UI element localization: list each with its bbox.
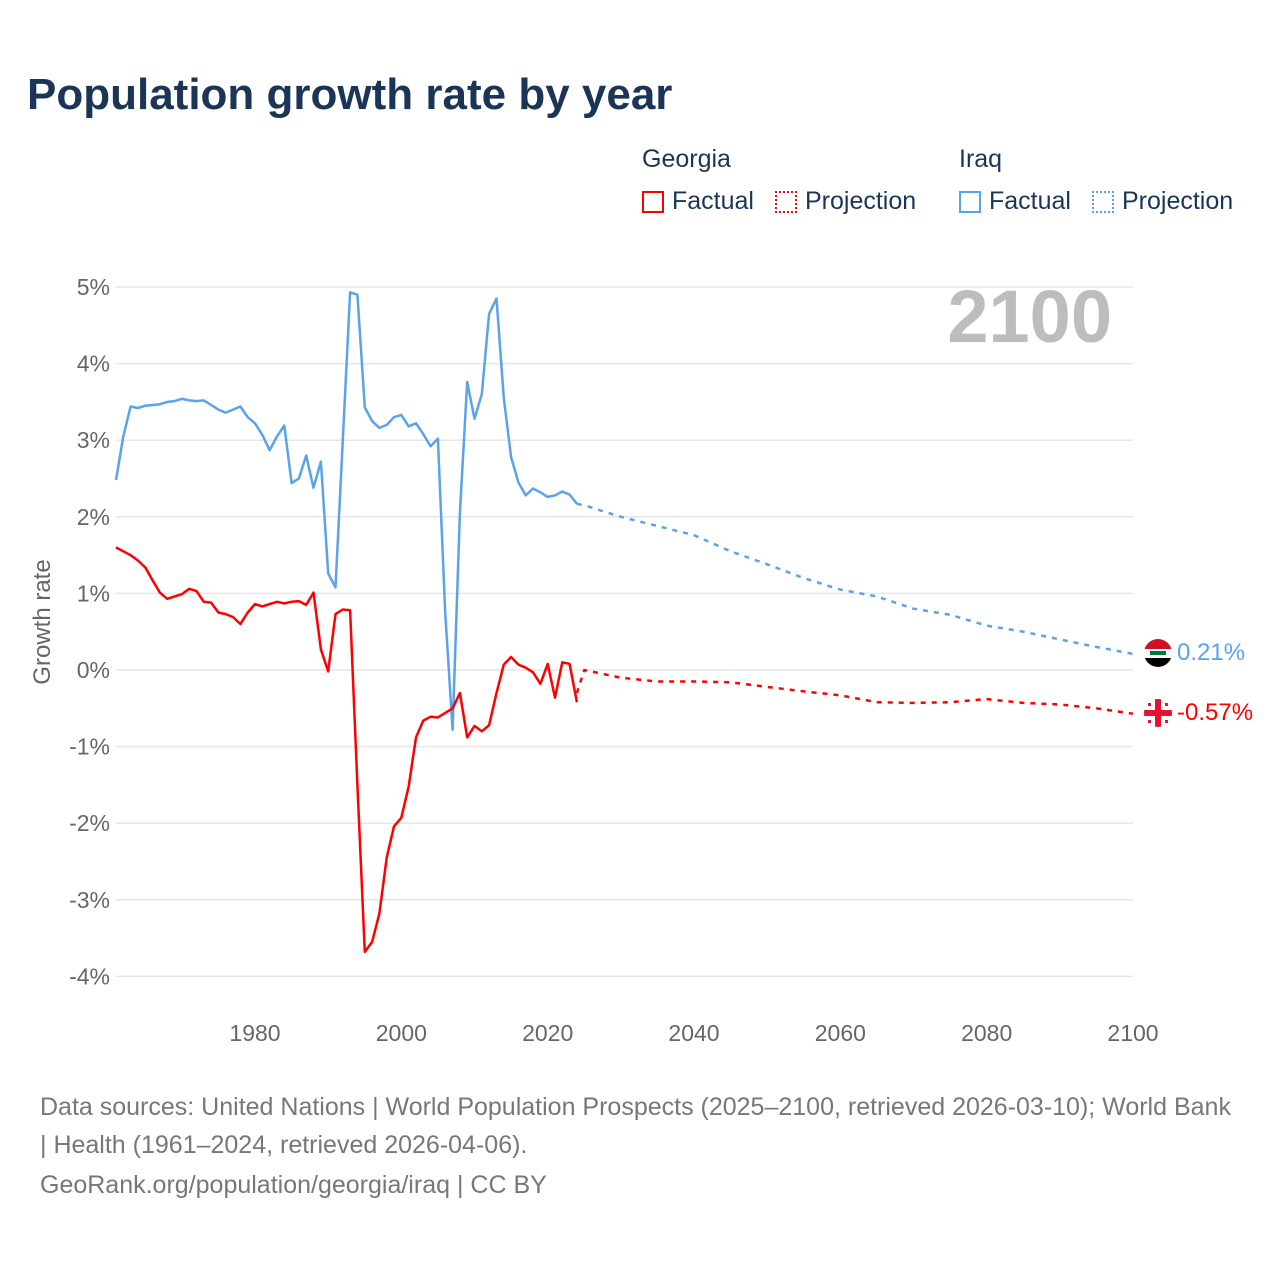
legend-item-iraq-factual[interactable]: Factual: [959, 187, 1071, 216]
y-tick-label: -1%: [69, 734, 110, 760]
chart-title: Population growth rate by year: [27, 70, 673, 119]
credit-link[interactable]: GeoRank.org/population/georgia/iraq | CC…: [40, 1171, 547, 1199]
x-tick-label: 2040: [668, 1020, 719, 1046]
solid-swatch-icon: [959, 190, 981, 213]
legend-label: Factual: [989, 187, 1071, 215]
y-tick-label: 2%: [77, 504, 110, 530]
iraq-end-label: 0.21%: [1177, 639, 1245, 666]
x-tick-label: 2100: [1107, 1020, 1158, 1046]
y-tick-label: -3%: [69, 887, 110, 913]
y-tick-label: 0%: [77, 657, 110, 683]
x-tick-label: 2060: [815, 1020, 866, 1046]
dotted-swatch-icon: [1092, 190, 1114, 213]
y-tick-label: -4%: [69, 963, 110, 989]
y-tick-label: -2%: [69, 810, 110, 836]
y-tick-label: 5%: [77, 274, 110, 300]
legend-label: Factual: [672, 187, 754, 215]
georgia-flag-icon: [1144, 699, 1172, 727]
series-line-iraq-projection: [576, 502, 1134, 656]
series-line-georgia-factual: [115, 546, 579, 954]
footer: Data sources: United Nations | World Pop…: [40, 1088, 1240, 1204]
legend-item-georgia-projection[interactable]: Projection: [775, 187, 916, 216]
x-tick-label: 1980: [229, 1020, 280, 1046]
legend-group-name: Georgia: [642, 145, 731, 173]
legend-item-georgia-factual[interactable]: Factual: [642, 187, 754, 216]
series-line-georgia-projection: [575, 668, 1134, 715]
dotted-swatch-icon: [775, 190, 797, 213]
x-tick-label: 2020: [522, 1020, 573, 1046]
solid-swatch-icon: [642, 190, 664, 213]
legend-group-name: Iraq: [959, 145, 1003, 173]
y-axis-label: Growth rate: [29, 559, 56, 684]
x-tick-label: 2000: [376, 1020, 427, 1046]
series-line-iraq-factual: [114, 291, 578, 731]
iraq-flag-icon: [1144, 639, 1172, 667]
legend-item-iraq-projection[interactable]: Projection: [1092, 187, 1233, 216]
y-tick-label: 1%: [77, 580, 110, 606]
y-tick-label: 3%: [77, 427, 110, 453]
y-tick-label: 4%: [77, 351, 110, 377]
georgia-end-label: -0.57%: [1177, 699, 1253, 726]
data-sources: Data sources: United Nations | World Pop…: [40, 1093, 1231, 1159]
legend-label: Projection: [1122, 187, 1234, 215]
legend-label: Projection: [805, 187, 917, 215]
current-year-label: 2100: [947, 275, 1112, 358]
x-tick-label: 2080: [961, 1020, 1012, 1046]
